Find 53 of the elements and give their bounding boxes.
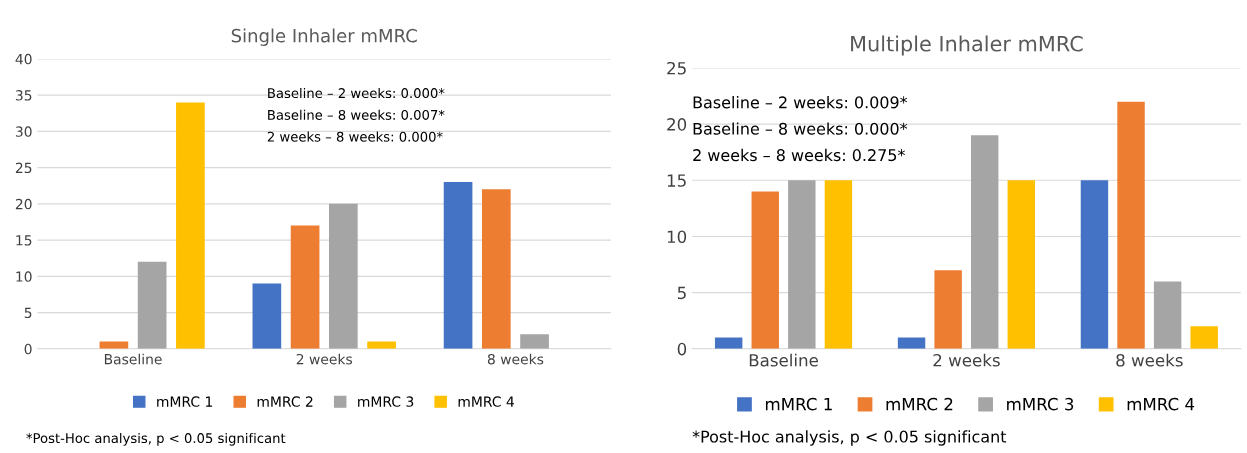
y-tick-label: 25 — [667, 61, 686, 75]
y-tick-label: 40 — [15, 53, 32, 65]
text: *Post-Hoc analysis, p < 0.05 significant — [692, 430, 1007, 446]
y-tick-label: 15 — [16, 235, 32, 246]
annotation: Baseline – 2 weeks: 0.009* Baseline – 8 weeks: 0.000* 2 weeks – 8 weeks: 0.275* — [693, 96, 908, 162]
legend-label: mMRC 1 — [765, 397, 832, 411]
y-tick-label: 15 — [667, 174, 686, 187]
y-tick-label: 25 — [15, 162, 32, 174]
y-tick-label: 0 — [677, 342, 687, 356]
x-tick-label: 8 weeks — [487, 353, 544, 365]
bar — [137, 261, 167, 349]
bar — [788, 180, 816, 349]
legend-label: mMRC 3 — [358, 396, 414, 407]
y-tick-label: 20 — [15, 198, 32, 210]
x-tick-label: 8 weeks — [1116, 353, 1183, 367]
bar — [1007, 180, 1036, 349]
legend-label: mMRC 2 — [257, 396, 313, 407]
y-tick-label: 10 — [667, 230, 687, 244]
bar — [1080, 180, 1109, 349]
bar — [252, 283, 282, 349]
bar — [481, 189, 511, 349]
y-tick-label: 0 — [24, 343, 32, 355]
bar — [824, 180, 853, 349]
chart-title: Multiple Inhaler mMRC — [851, 35, 1083, 56]
legend-label: mMRC 1 — [157, 396, 213, 407]
y-tick-label: 20 — [667, 118, 687, 131]
y-tick-label: 35 — [15, 90, 32, 101]
legend-label: mMRC 2 — [886, 397, 953, 411]
y-tick-label: 5 — [24, 307, 32, 319]
y-tick-label: 10 — [16, 271, 32, 282]
bar — [751, 191, 779, 349]
text: *Post-Hoc analysis, p < 0.05 significant — [26, 432, 286, 446]
legend-label: mMRC 3 — [1007, 397, 1074, 411]
bar — [520, 334, 549, 349]
bar — [329, 203, 358, 349]
legend-label: mMRC 4 — [458, 396, 514, 407]
x-tick-label: 2 weeks — [296, 353, 353, 365]
x-tick-label: Baseline — [749, 353, 818, 367]
y-tick-label: 30 — [15, 126, 32, 137]
legend-label: mMRC 4 — [1127, 397, 1195, 411]
x-tick-label: Baseline — [104, 353, 162, 365]
bar — [176, 102, 205, 349]
bar — [971, 135, 999, 349]
bar — [290, 225, 320, 349]
chart-title: Single Inhaler mMRC — [231, 28, 417, 46]
bar — [1153, 281, 1182, 349]
y-tick-label: 5 — [677, 286, 686, 300]
bar — [443, 182, 473, 349]
bar — [1190, 326, 1218, 349]
bar — [1117, 101, 1145, 349]
bar — [934, 270, 962, 349]
x-tick-label: 2 weeks — [933, 353, 1000, 367]
annotation: Baseline – 2 weeks: 0.000* Baseline – 8 weeks: 0.007* 2 weeks – 8 weeks: 0.000* — [267, 87, 445, 142]
